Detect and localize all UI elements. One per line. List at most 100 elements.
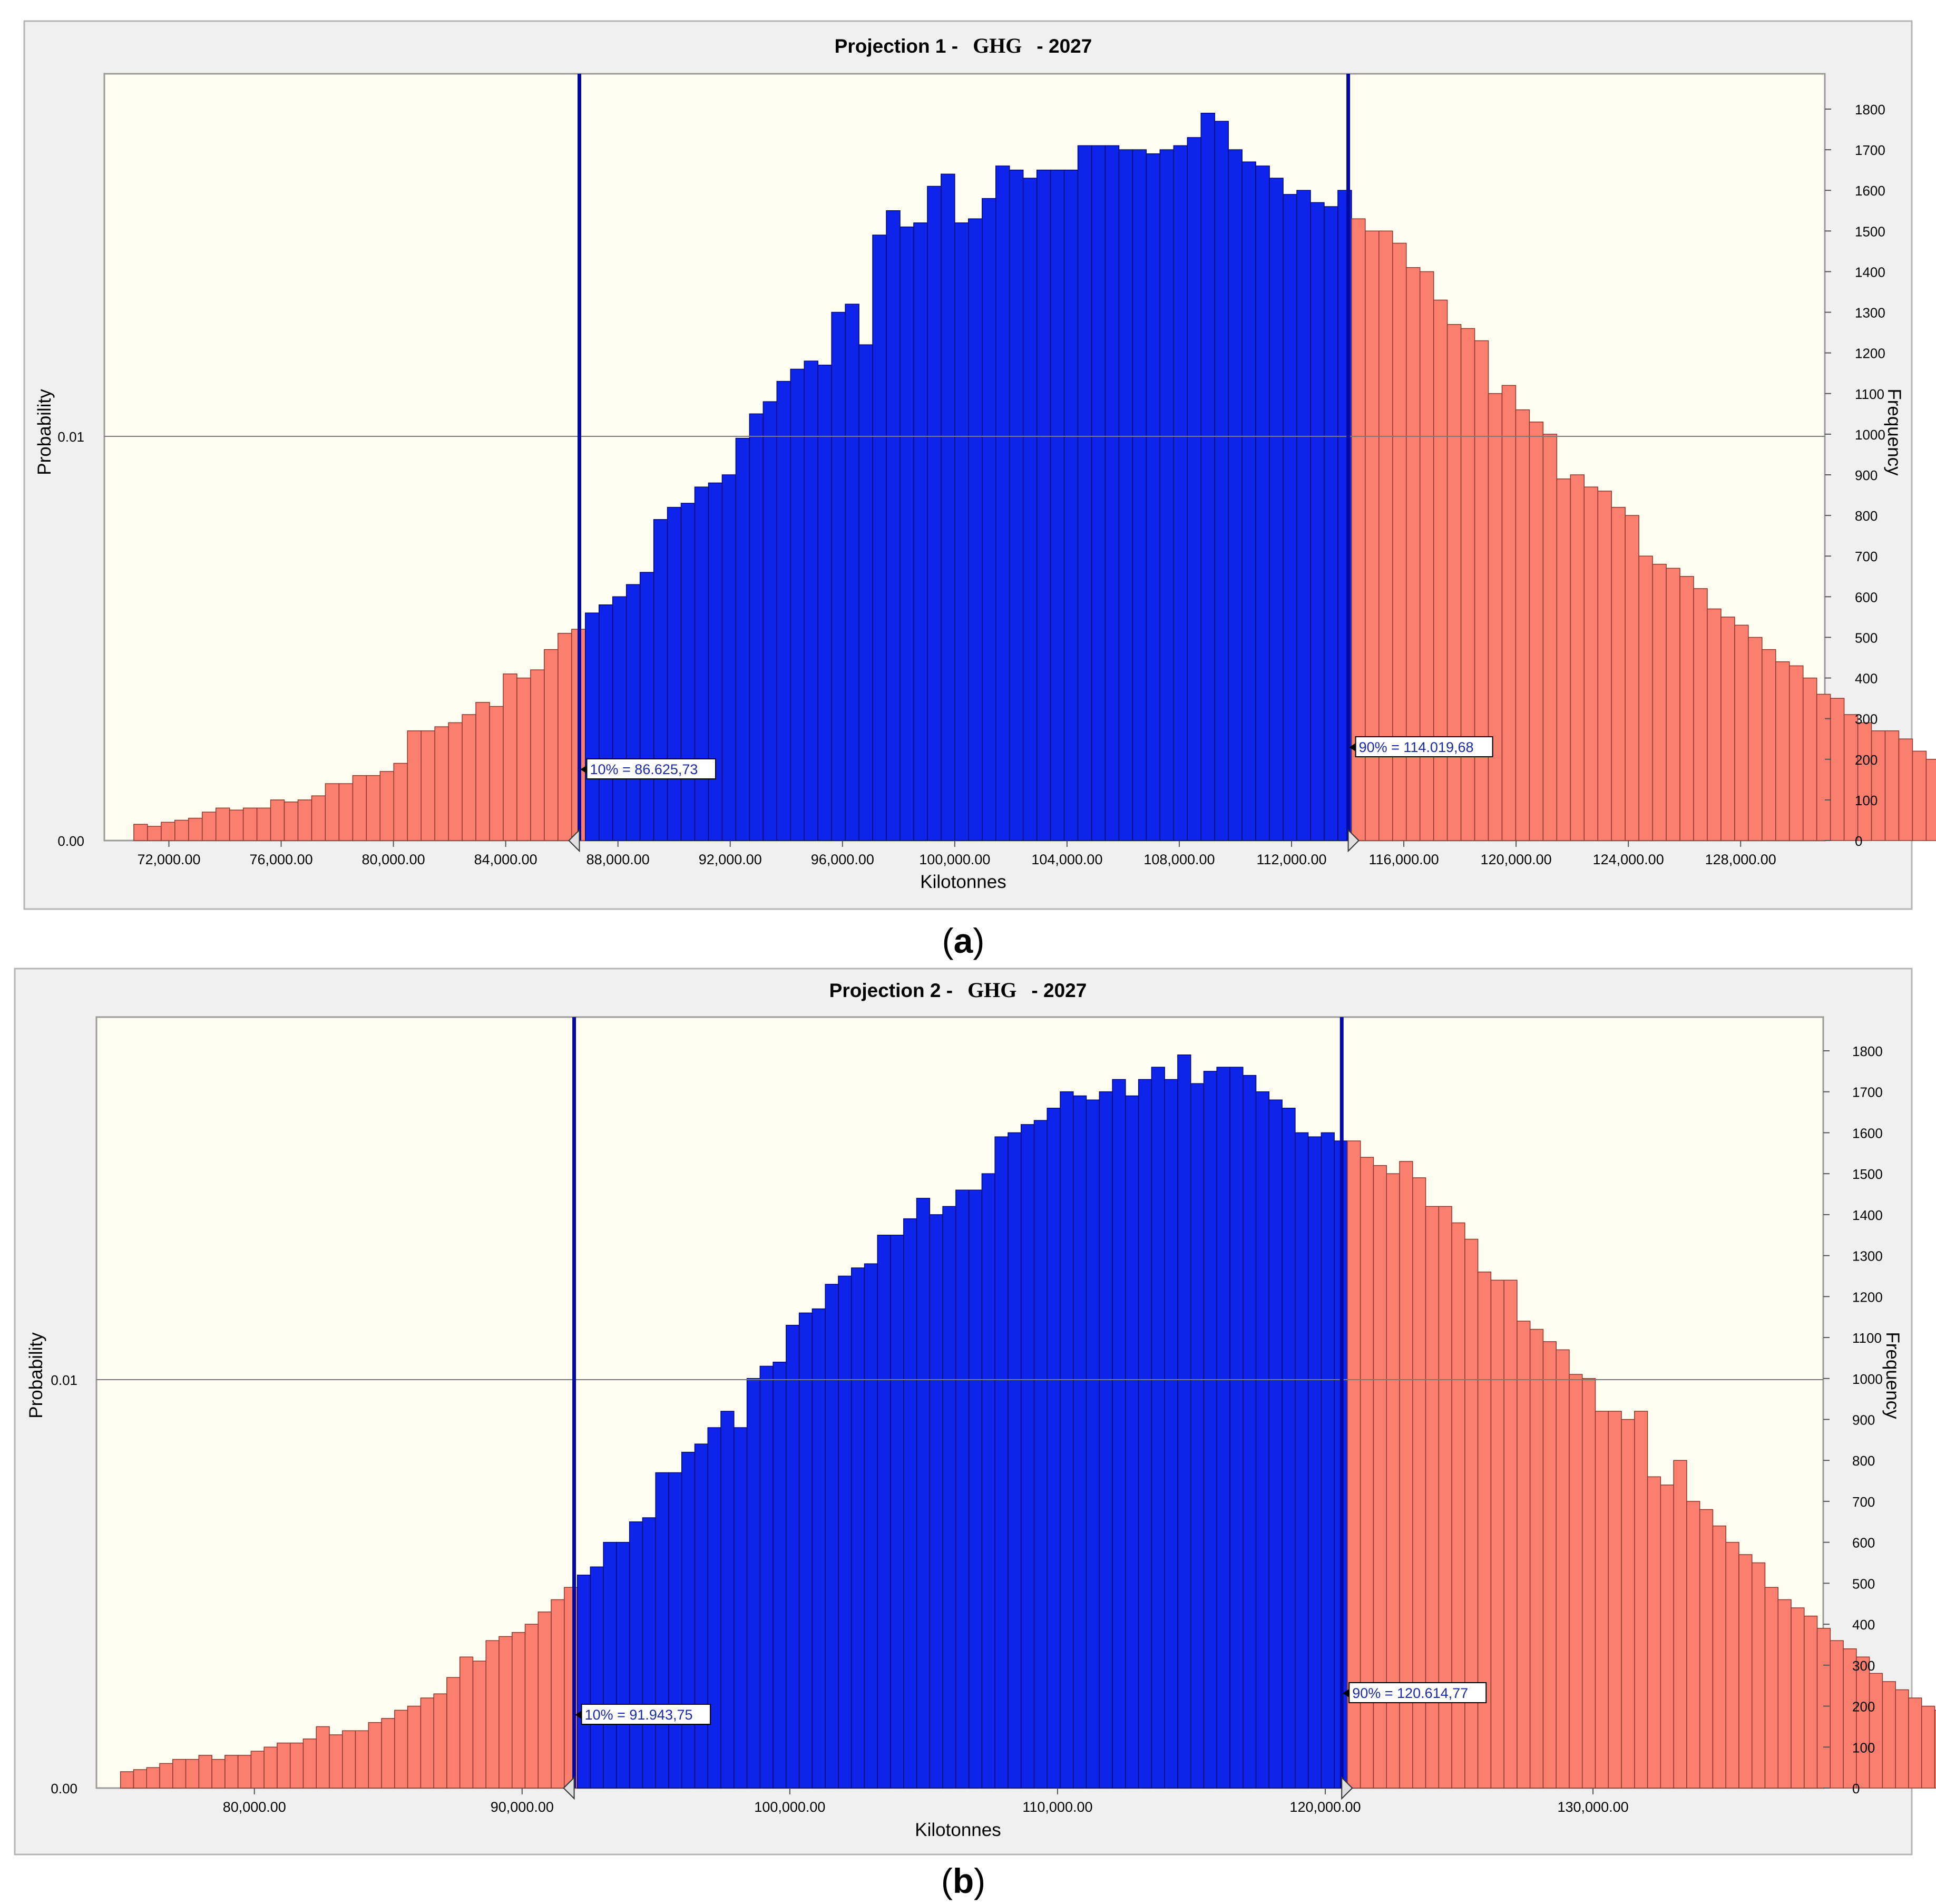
histogram-bar	[585, 612, 600, 841]
histogram-bar	[352, 775, 367, 841]
histogram-bar	[1321, 1132, 1335, 1789]
histogram-bar	[407, 730, 422, 841]
right-tick-label: 1100	[1852, 1330, 1882, 1346]
bars-b	[120, 1054, 1936, 1789]
histogram-bar	[1843, 1648, 1857, 1789]
histogram-bar	[653, 519, 668, 841]
right-tick-label: 1500	[1852, 1166, 1883, 1182]
histogram-bar	[1022, 178, 1038, 841]
histogram-bar	[446, 1677, 461, 1789]
histogram-bar	[798, 1312, 813, 1789]
histogram-bar	[1060, 1091, 1074, 1789]
right-tick-label: 1800	[1855, 102, 1885, 118]
histogram-bar	[1164, 1079, 1178, 1789]
histogram-bar	[576, 1575, 591, 1789]
y-axis-label-right-a: Frequency	[1884, 388, 1904, 476]
histogram-bar	[256, 807, 271, 841]
y-axis-label-left-b: Probability	[26, 1332, 46, 1419]
histogram-bar	[1529, 1329, 1544, 1789]
histogram-bar	[734, 1427, 748, 1789]
histogram-bar	[1884, 730, 1900, 841]
histogram-bar	[1282, 1108, 1296, 1789]
histogram-bar	[694, 1443, 709, 1789]
histogram-bar	[381, 1718, 395, 1789]
histogram-bar	[1542, 434, 1558, 841]
histogram-bar	[1882, 1681, 1896, 1789]
histogram-bar	[1712, 1525, 1726, 1789]
histogram-bar	[954, 222, 969, 841]
histogram-bar	[1725, 1541, 1739, 1789]
histogram-bar	[174, 819, 189, 841]
x-tick-label: 130,000.00	[1557, 1799, 1628, 1815]
histogram-bar	[1775, 661, 1790, 841]
histogram-bar	[1517, 1321, 1531, 1789]
histogram-bar	[825, 1284, 839, 1789]
histogram-bar	[1707, 608, 1722, 841]
histogram-bar	[1146, 153, 1161, 841]
histogram-bar	[1138, 1079, 1152, 1789]
right-tick-label: 100	[1852, 1740, 1875, 1755]
histogram-bar	[1203, 1071, 1217, 1789]
chart-title-a: Projection 1 - GHG - 2027	[835, 34, 1092, 57]
left-tick-label: 0.01	[51, 1372, 77, 1388]
histogram-bar	[1583, 486, 1598, 841]
histogram-bar	[838, 1275, 852, 1789]
percentile-handle-low[interactable]	[563, 1776, 575, 1800]
histogram-bar	[1816, 1628, 1831, 1789]
right-tick-label: 1600	[1855, 183, 1885, 199]
histogram-bar	[1934, 1710, 1936, 1789]
right-tick-label: 1600	[1852, 1125, 1883, 1141]
left-tick-label: 0.01	[57, 429, 84, 445]
percentile-flag-label-low: 10% = 86.625,73	[590, 761, 698, 777]
x-tick-label: 100,000.00	[754, 1799, 825, 1815]
histogram-bar	[639, 572, 654, 841]
histogram-bar	[786, 1324, 800, 1789]
right-tick-label: 1000	[1855, 427, 1885, 443]
histogram-bar	[1921, 1705, 1935, 1789]
histogram-bar	[982, 198, 996, 841]
markers-a: 10% = 86.625,73 90% = 114.019,68	[568, 74, 1493, 853]
histogram-bar	[393, 763, 408, 841]
histogram-bar	[1734, 624, 1749, 841]
percentile-handle-high[interactable]	[1341, 1776, 1353, 1800]
histogram-bar	[1830, 698, 1845, 841]
histogram-bar	[616, 1541, 630, 1789]
histogram-bar	[485, 1640, 500, 1789]
right-tick-label: 1500	[1855, 223, 1885, 239]
percentile-handle-low[interactable]	[568, 828, 580, 853]
right-tick-label: 1700	[1855, 142, 1885, 158]
x-tick-label: 90,000.00	[491, 1799, 554, 1815]
histogram-bar	[942, 1206, 956, 1789]
right-tick-label: 800	[1855, 508, 1878, 524]
histogram-bar	[1255, 1091, 1270, 1789]
histogram-bar	[1310, 202, 1325, 841]
histogram-bar	[1091, 145, 1106, 841]
histogram-bar	[1132, 149, 1147, 841]
histogram-bar	[899, 226, 914, 841]
histogram-bar	[407, 1705, 422, 1789]
histogram-bar	[864, 1263, 878, 1789]
histogram-bar	[329, 1734, 343, 1789]
histogram-bar	[211, 1759, 226, 1789]
histogram-bar	[1228, 149, 1243, 841]
histogram-bar	[421, 730, 435, 841]
histogram-bar	[558, 632, 572, 841]
histogram-bar	[250, 1751, 265, 1789]
percentile-flag-pointer	[1349, 743, 1356, 751]
x-tick-label: 72,000.00	[137, 852, 200, 867]
histogram-bar	[1608, 1411, 1622, 1789]
histogram-bar	[890, 1235, 904, 1789]
x-tick-label: 84,000.00	[474, 852, 537, 867]
histogram-bar	[342, 1730, 356, 1789]
histogram-bar	[316, 1726, 330, 1789]
histogram-bar	[1660, 1485, 1674, 1789]
percentile-handle-high[interactable]	[1347, 828, 1360, 853]
histogram-bar	[1086, 1099, 1100, 1789]
right-tick-label: 700	[1852, 1494, 1875, 1510]
percentile-flag-pointer	[575, 1711, 582, 1719]
histogram-bar	[1269, 178, 1284, 841]
histogram-bar	[1673, 1460, 1687, 1789]
histogram-bar	[1216, 1067, 1230, 1789]
histogram-bar	[1020, 1124, 1035, 1789]
